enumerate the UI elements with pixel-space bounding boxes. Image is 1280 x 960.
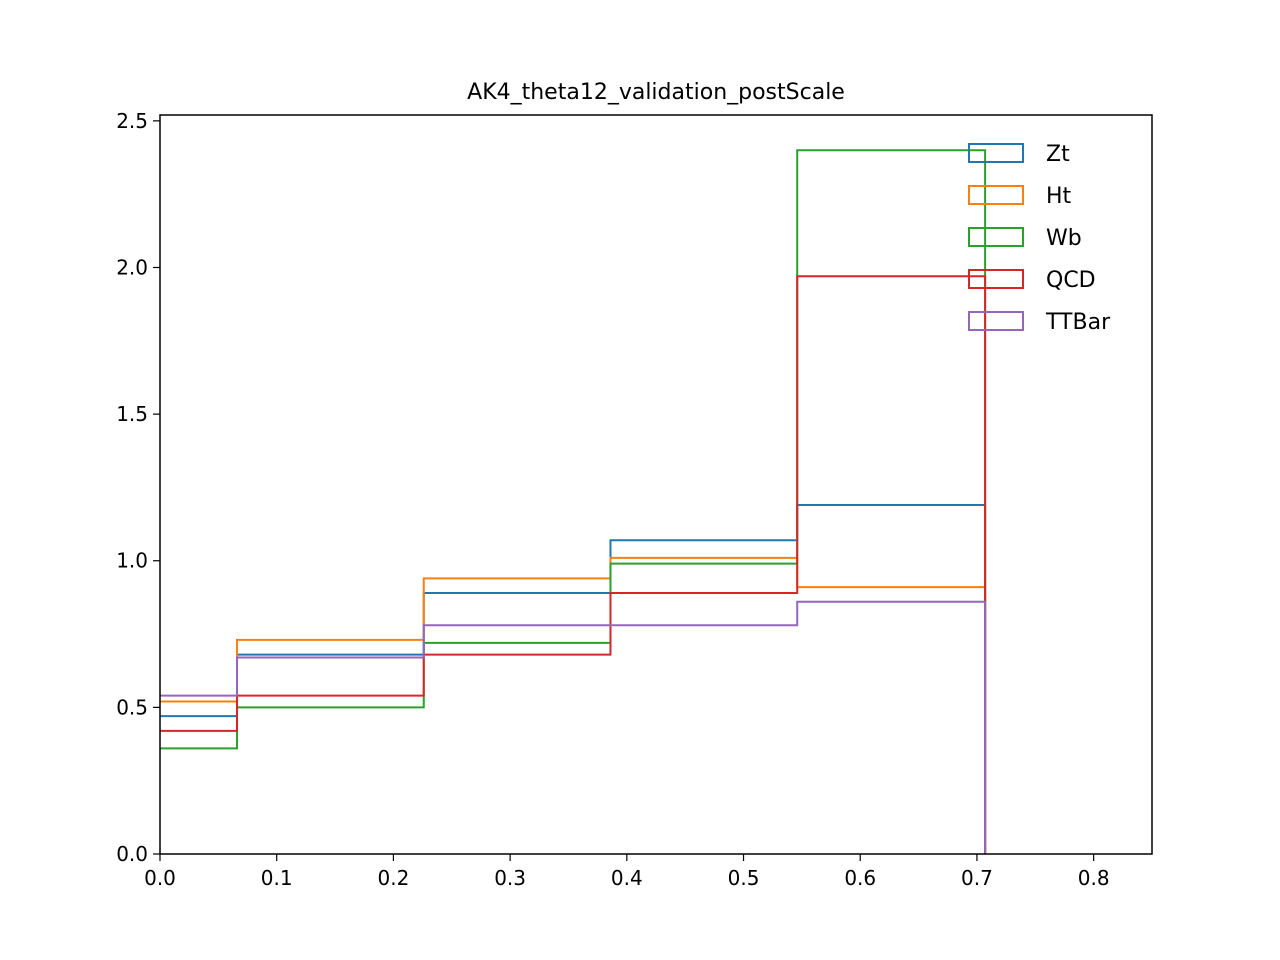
x-tick-label: 0.4: [611, 866, 643, 890]
legend-label-wb: Wb: [1046, 226, 1082, 251]
legend-label-ttbar: TTBar: [1045, 310, 1111, 335]
y-axis: 0.0 0.5 1.0 1.5 2.0 2.5: [116, 109, 160, 866]
series-qcd-line: [160, 275, 987, 854]
legend-swatch-ht: [968, 185, 1024, 205]
x-tick-label: 0.6: [844, 866, 876, 890]
y-tick-label: 0.0: [116, 842, 148, 866]
y-tick-label: 0.5: [116, 695, 148, 719]
y-tick-label: 1.5: [116, 402, 148, 426]
chart-title: AK4_theta12_validation_postScale: [467, 80, 845, 105]
y-tick-label: 1.0: [116, 549, 148, 573]
x-tick-label: 0.3: [494, 866, 526, 890]
x-tick-label: 0.7: [961, 866, 993, 890]
legend-swatch-wb: [968, 227, 1024, 247]
x-tick-label: 0.0: [144, 866, 176, 890]
series-layer: [160, 149, 987, 854]
legend: Zt Ht Wb QCD TTBar: [968, 142, 1111, 335]
legend-swatch-ttbar: [968, 311, 1024, 331]
series-ttbar-line: [160, 600, 987, 854]
axes-frame: [159, 114, 1153, 855]
y-tick-label: 2.0: [116, 255, 148, 279]
legend-label-zt: Zt: [1046, 142, 1070, 167]
y-tick-label: 2.5: [116, 109, 148, 133]
x-tick-label: 0.1: [261, 866, 293, 890]
series-wb-line: [160, 149, 987, 854]
legend-swatch-qcd: [968, 269, 1024, 289]
x-tick-label: 0.2: [378, 866, 410, 890]
series-zt-line: [160, 504, 987, 854]
legend-label-qcd: QCD: [1046, 268, 1096, 293]
x-tick-label: 0.5: [728, 866, 760, 890]
legend-label-ht: Ht: [1046, 184, 1072, 209]
legend-swatch-zt: [968, 143, 1024, 163]
x-tick-label: 0.8: [1078, 866, 1110, 890]
x-axis: 0.0 0.1 0.2 0.3 0.4 0.5 0.6 0.7 0.8: [144, 854, 1110, 890]
